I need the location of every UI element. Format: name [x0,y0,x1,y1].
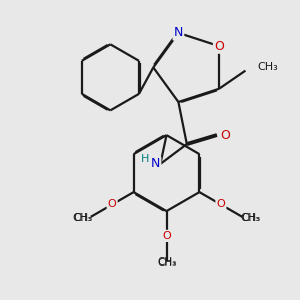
Text: CH₃: CH₃ [157,257,176,267]
Text: CH₃: CH₃ [157,258,176,268]
Text: CH₃: CH₃ [73,213,92,223]
Text: N: N [151,158,160,170]
Text: H: H [141,154,150,164]
Text: O: O [220,129,230,142]
Text: CH₃: CH₃ [257,62,278,72]
Text: N: N [174,26,183,39]
Text: O: O [162,231,171,241]
Text: CH₃: CH₃ [241,213,260,223]
Text: O: O [217,200,225,209]
Text: CH₃: CH₃ [241,213,260,223]
Text: CH₃: CH₃ [73,213,92,223]
Text: O: O [214,40,224,52]
Text: O: O [108,200,116,209]
